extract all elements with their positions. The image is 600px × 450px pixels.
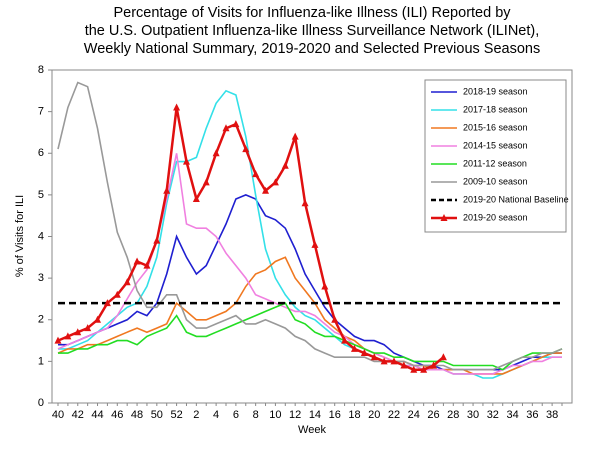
- x-tick-label: 8: [253, 409, 259, 421]
- y-tick-label: 1: [38, 355, 44, 367]
- data-marker: [281, 161, 289, 169]
- x-tick-label: 4: [213, 409, 219, 421]
- legend-label: 2014-15 season: [463, 140, 528, 150]
- data-marker: [390, 357, 398, 365]
- y-tick-label: 3: [38, 272, 44, 284]
- chart-title: Percentage of Visits for Influenza-like …: [113, 5, 511, 21]
- x-tick-label: 42: [72, 409, 84, 421]
- data-marker: [143, 261, 151, 269]
- data-marker: [182, 157, 190, 165]
- y-tick-label: 7: [38, 106, 44, 118]
- x-tick-label: 24: [408, 409, 420, 421]
- data-marker: [103, 299, 111, 307]
- x-tick-label: 34: [506, 409, 518, 421]
- legend-box: [424, 79, 567, 233]
- x-tick-label: 14: [309, 409, 321, 421]
- data-marker: [192, 195, 200, 203]
- x-tick-label: 44: [91, 409, 103, 421]
- data-marker: [173, 103, 181, 111]
- data-marker: [331, 315, 339, 323]
- x-tick-label: 38: [546, 409, 558, 421]
- x-tick-label: 28: [447, 409, 459, 421]
- series-line: [57, 81, 563, 371]
- data-marker: [252, 170, 260, 178]
- data-marker: [64, 332, 72, 340]
- series-line: [57, 256, 562, 375]
- x-tick-label: 6: [233, 409, 239, 421]
- y-tick-label: 4: [38, 230, 44, 242]
- x-tick-label: 36: [526, 409, 538, 421]
- x-tick-label: 50: [151, 409, 163, 421]
- legend-label: 2019-20 season: [463, 212, 528, 222]
- legend-label: 2018-19 season: [463, 86, 528, 96]
- y-tick-label: 2: [38, 314, 44, 326]
- legend-label: 2015-16 season: [463, 122, 528, 132]
- x-tick-label: 16: [329, 409, 341, 421]
- data-marker: [84, 324, 92, 332]
- x-tick-label: 20: [368, 409, 380, 421]
- x-tick-label: 48: [131, 409, 143, 421]
- x-tick-label: 32: [487, 409, 499, 421]
- data-marker: [222, 124, 230, 132]
- series-line: [57, 107, 445, 371]
- x-tick-label: 2: [193, 409, 199, 421]
- data-marker: [430, 361, 438, 369]
- data-marker: [420, 365, 428, 373]
- data-marker: [350, 344, 358, 352]
- data-marker: [291, 132, 299, 140]
- data-marker: [113, 290, 121, 298]
- data-marker: [153, 236, 161, 244]
- y-tick-label: 6: [38, 147, 44, 159]
- data-marker: [341, 336, 349, 344]
- legend-label: 2017-18 season: [463, 104, 528, 114]
- data-marker: [54, 336, 62, 344]
- data-marker: [400, 361, 408, 369]
- data-marker: [94, 315, 102, 323]
- y-tick-label: 5: [38, 189, 44, 201]
- data-marker: [232, 120, 240, 128]
- x-tick-label: 26: [427, 409, 439, 421]
- series-line: [58, 302, 563, 371]
- data-marker: [360, 349, 368, 357]
- series-line: [57, 153, 562, 375]
- x-tick-label: 40: [52, 409, 64, 421]
- data-marker: [262, 186, 270, 194]
- x-tick-label: 22: [388, 409, 400, 421]
- y-axis-label: % of Visits for ILI: [14, 195, 26, 277]
- data-marker: [133, 257, 141, 265]
- data-marker: [410, 365, 418, 373]
- data-marker: [301, 199, 309, 207]
- legend-marker: [440, 214, 448, 221]
- data-marker: [370, 353, 378, 361]
- data-marker: [212, 149, 220, 157]
- x-tick-label: 10: [269, 409, 281, 421]
- data-marker: [242, 145, 250, 153]
- data-marker: [123, 278, 131, 286]
- legend-label: 2011-12 season: [463, 158, 527, 168]
- chart-title: Weekly National Summary, 2019-2020 and S…: [84, 41, 540, 57]
- data-marker: [163, 186, 171, 194]
- x-tick-label: 18: [348, 409, 360, 421]
- x-tick-label: 46: [111, 409, 123, 421]
- y-tick-label: 0: [38, 397, 44, 409]
- data-marker: [202, 178, 210, 186]
- x-tick-label: 30: [467, 409, 479, 421]
- x-tick-label: 12: [289, 409, 301, 421]
- y-tick-label: 8: [38, 64, 44, 76]
- legend-label: 2019-20 National Baseline: [463, 194, 569, 204]
- data-marker: [74, 328, 82, 336]
- x-tick-label: 52: [170, 409, 182, 421]
- chart-title: the U.S. Outpatient Influenza-like Illne…: [85, 23, 540, 39]
- data-marker: [439, 353, 447, 361]
- data-marker: [271, 178, 279, 186]
- data-marker: [321, 282, 329, 290]
- series-line: [58, 89, 562, 379]
- x-axis-label: Week: [298, 424, 326, 436]
- legend-label: 2009-10 season: [463, 176, 528, 186]
- data-marker: [311, 240, 319, 248]
- data-marker: [380, 357, 388, 365]
